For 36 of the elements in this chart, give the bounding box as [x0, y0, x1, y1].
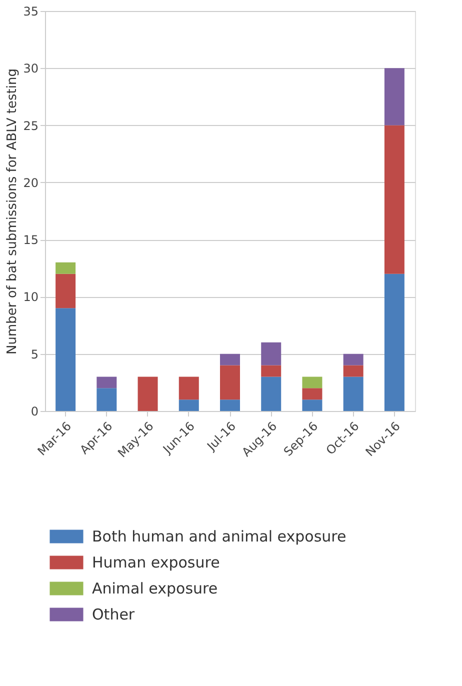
bar	[56, 262, 76, 274]
bar	[384, 68, 404, 126]
y-tick-label: 30	[23, 62, 38, 76]
legend-label: Other	[92, 606, 136, 624]
y-tick-label: 5	[30, 347, 38, 362]
y-tick-label: 15	[23, 233, 38, 248]
bar	[220, 354, 240, 366]
bar	[302, 376, 322, 388]
bar	[138, 376, 158, 411]
legend-label: Animal exposure	[92, 580, 218, 598]
legend-label: Human exposure	[92, 554, 220, 572]
bar	[261, 365, 282, 377]
y-tick-label: 10	[23, 290, 38, 304]
bar	[384, 125, 404, 274]
y-tick-label: 20	[23, 176, 38, 190]
legend-label: Both human and animal exposure	[92, 528, 346, 546]
bar	[343, 365, 364, 377]
bar	[384, 274, 404, 411]
bar	[302, 400, 322, 411]
y-tick-label: 25	[23, 118, 38, 133]
bar	[261, 376, 282, 411]
bar	[343, 354, 364, 366]
bar	[56, 274, 76, 308]
bar	[302, 388, 322, 400]
bar	[178, 400, 199, 411]
bar	[220, 400, 240, 411]
y-axis-title: Number of bat submissions for ABLV testing	[5, 68, 20, 354]
bar	[96, 376, 117, 388]
y-tick-label: 35	[23, 4, 38, 18]
bar	[56, 308, 76, 411]
bar	[220, 365, 240, 400]
bar	[343, 376, 364, 411]
y-tick-label: 0	[30, 404, 38, 418]
bar	[261, 342, 282, 366]
bar	[178, 376, 199, 400]
bar	[96, 388, 117, 411]
